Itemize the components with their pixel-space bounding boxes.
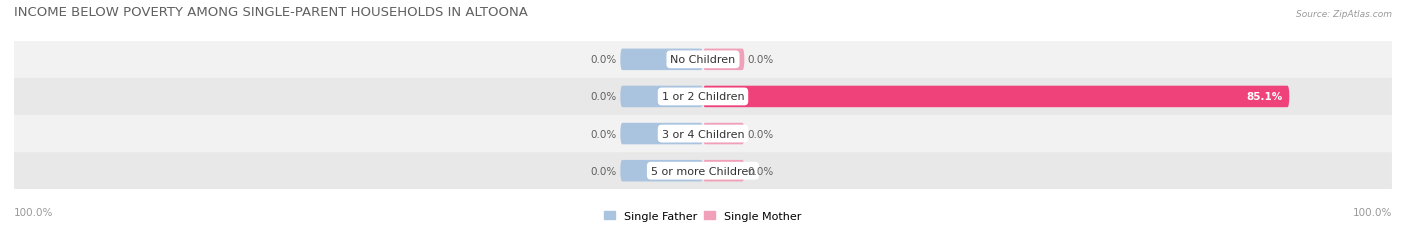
FancyBboxPatch shape <box>14 116 1392 152</box>
FancyBboxPatch shape <box>14 152 1392 189</box>
FancyBboxPatch shape <box>14 42 1392 79</box>
FancyBboxPatch shape <box>703 123 744 145</box>
FancyBboxPatch shape <box>620 49 703 71</box>
Text: 100.0%: 100.0% <box>14 207 53 217</box>
Text: INCOME BELOW POVERTY AMONG SINGLE-PARENT HOUSEHOLDS IN ALTOONA: INCOME BELOW POVERTY AMONG SINGLE-PARENT… <box>14 6 527 19</box>
FancyBboxPatch shape <box>620 86 703 108</box>
Text: 100.0%: 100.0% <box>1353 207 1392 217</box>
Text: Source: ZipAtlas.com: Source: ZipAtlas.com <box>1296 10 1392 19</box>
Text: 0.0%: 0.0% <box>748 55 775 65</box>
Text: 85.1%: 85.1% <box>1246 92 1282 102</box>
Text: No Children: No Children <box>671 55 735 65</box>
FancyBboxPatch shape <box>14 79 1392 116</box>
FancyBboxPatch shape <box>703 160 744 182</box>
Text: 0.0%: 0.0% <box>748 129 775 139</box>
Text: 0.0%: 0.0% <box>591 129 617 139</box>
FancyBboxPatch shape <box>620 123 703 145</box>
Text: 0.0%: 0.0% <box>748 166 775 176</box>
Text: 5 or more Children: 5 or more Children <box>651 166 755 176</box>
FancyBboxPatch shape <box>703 49 744 71</box>
Text: 0.0%: 0.0% <box>591 166 617 176</box>
Text: 3 or 4 Children: 3 or 4 Children <box>662 129 744 139</box>
Legend: Single Father, Single Mother: Single Father, Single Mother <box>600 206 806 225</box>
Text: 0.0%: 0.0% <box>591 92 617 102</box>
Text: 1 or 2 Children: 1 or 2 Children <box>662 92 744 102</box>
Text: 0.0%: 0.0% <box>591 55 617 65</box>
FancyBboxPatch shape <box>703 86 1289 108</box>
FancyBboxPatch shape <box>620 160 703 182</box>
